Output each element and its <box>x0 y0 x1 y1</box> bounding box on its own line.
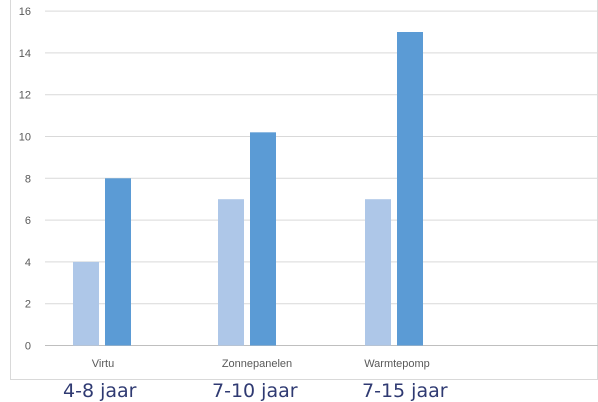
bar <box>250 132 276 346</box>
x-category-label: Virtu <box>92 358 114 370</box>
y-tick-label: 10 <box>19 132 31 144</box>
range-label-zonnepanelen: 7-10 jaar <box>212 380 298 402</box>
range-label-virtu: 4-8 jaar <box>63 380 137 402</box>
bar <box>105 178 131 346</box>
y-tick-label: 6 <box>25 215 31 227</box>
x-category-label: Warmtepomp <box>364 358 430 370</box>
y-tick-label: 8 <box>25 173 31 185</box>
y-tick-label: 14 <box>19 48 31 60</box>
y-tick-label: 0 <box>25 341 31 353</box>
range-label-warmtepomp: 7-15 jaar <box>362 380 448 402</box>
bar <box>73 261 99 346</box>
bar-chart: 0 2 4 6 8 10 12 14 16 Virtu Zonnepanelen Warmtepomp <box>19 6 598 370</box>
bar <box>365 199 391 346</box>
y-tick-label: 4 <box>25 257 31 269</box>
x-category-label: Zonnepanelen <box>222 358 292 370</box>
bar <box>397 32 423 346</box>
y-tick-label: 16 <box>19 6 31 18</box>
y-tick-label: 12 <box>19 90 31 102</box>
y-tick-label: 2 <box>25 299 31 311</box>
bar <box>218 199 244 346</box>
